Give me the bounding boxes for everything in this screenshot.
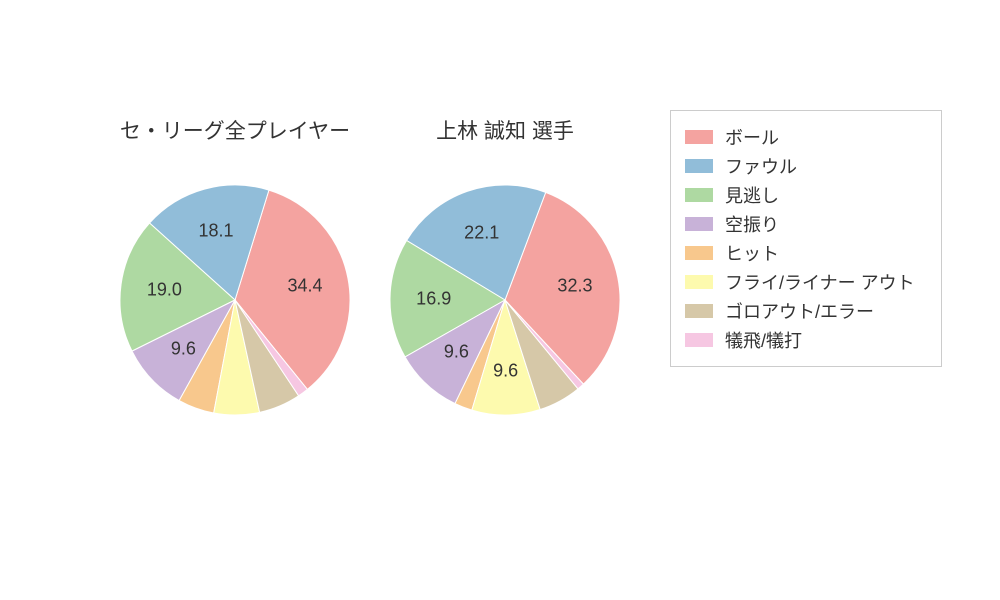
legend-label-swing: 空振り	[725, 211, 779, 237]
legend-label-foul: ファウル	[725, 153, 797, 179]
chart-stage: セ・リーグ全プレイヤー 上林 誠知 選手 34.418.119.09.6 32.…	[0, 0, 1000, 600]
legend-swatch-swing	[685, 217, 713, 231]
legend-swatch-hit	[685, 246, 713, 260]
legend-label-fly_liner: フライ/ライナー アウト	[725, 269, 915, 295]
legend-item-fly_liner: フライ/ライナー アウト	[685, 269, 927, 295]
legend-label-look: 見逃し	[725, 182, 779, 208]
legend-label-sac: 犠飛/犠打	[725, 327, 802, 353]
pie-title-league: セ・リーグ全プレイヤー	[115, 115, 355, 145]
legend-swatch-ball	[685, 130, 713, 144]
legend-swatch-fly_liner	[685, 275, 713, 289]
legend-swatch-foul	[685, 159, 713, 173]
legend-swatch-ground_err	[685, 304, 713, 318]
legend-item-swing: 空振り	[685, 211, 927, 237]
pie-chart-player: 32.322.116.99.69.6	[390, 185, 620, 415]
legend-item-look: 見逃し	[685, 182, 927, 208]
legend-item-foul: ファウル	[685, 153, 927, 179]
pie-chart-league: 34.418.119.09.6	[120, 185, 350, 415]
legend-item-hit: ヒット	[685, 240, 927, 266]
legend-label-ground_err: ゴロアウト/エラー	[725, 298, 874, 324]
legend-item-ground_err: ゴロアウト/エラー	[685, 298, 927, 324]
pie-title-player: 上林 誠知 選手	[395, 115, 615, 145]
legend-item-ball: ボール	[685, 124, 927, 150]
legend-item-sac: 犠飛/犠打	[685, 327, 927, 353]
legend-label-hit: ヒット	[725, 240, 779, 266]
legend: ボールファウル見逃し空振りヒットフライ/ライナー アウトゴロアウト/エラー犠飛/…	[670, 110, 942, 367]
legend-label-ball: ボール	[725, 124, 779, 150]
legend-swatch-look	[685, 188, 713, 202]
legend-swatch-sac	[685, 333, 713, 347]
